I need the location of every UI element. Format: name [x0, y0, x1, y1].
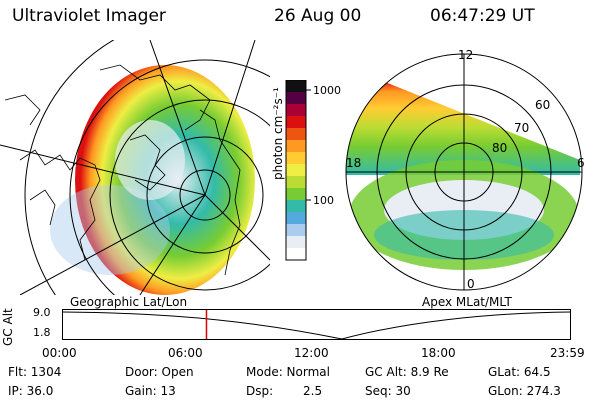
orbit-altitude-plot [62, 309, 571, 340]
date: 26 Aug 00 [274, 6, 362, 26]
colorbar-stripe [286, 164, 306, 177]
status-door: Door: Open [125, 365, 194, 379]
colorbar-stripe [286, 152, 306, 165]
colorbar-stripe [286, 104, 306, 117]
colorbar-stripe [286, 236, 306, 249]
coastlines [4, 64, 241, 276]
mlat-label-80: 80 [492, 141, 508, 155]
orbit-altitude-curve [62, 311, 571, 340]
orbit-y-tick-1.8: 1.8 [33, 326, 51, 339]
colorbar-tick-1000: 1000 [313, 84, 341, 97]
orbit-x-tick-0600: 06:00 [168, 346, 203, 360]
colorbar-stripe [286, 92, 306, 105]
orbit-x-tick-2359: 23:59 [550, 346, 585, 360]
mlt-label-18: 18 [346, 156, 362, 170]
status-ip: IP: 36.0 [8, 384, 54, 398]
status-glon: GLon: 274.3 [488, 384, 561, 398]
right-panel-caption: Apex MLat/MLT [422, 295, 512, 309]
colorbar-stripe [286, 200, 306, 213]
mlat-grid [345, 53, 583, 291]
status-dsp-label: Dsp: [246, 384, 274, 398]
mlt-label-12: 12 [458, 48, 474, 62]
colorbar-tick-100: 100 [313, 194, 334, 207]
status-seq: Seq: 30 [365, 384, 411, 398]
orbit-x-tick-1200: 12:00 [294, 346, 329, 360]
mlat-label-70: 70 [514, 121, 530, 135]
mlt-label-0: 0 [467, 277, 475, 291]
title: Ultraviolet Imager [12, 6, 166, 26]
orbit-y-axis-label: GC Alt [1, 308, 15, 346]
orbit-x-tick-1800: 18:00 [421, 346, 456, 360]
colorbar-stripe [286, 188, 306, 201]
colorbar-stripe [286, 212, 306, 225]
orbit-y-tick-9: 9.0 [33, 306, 51, 319]
colorbar-stripe [286, 176, 306, 189]
colorbar-unit-label: photon cm⁻²s⁻¹ [271, 87, 285, 180]
status-glat: GLat: 64.5 [488, 365, 551, 379]
magnetic-polar-image [345, 53, 583, 291]
colorbar-stripe [286, 116, 306, 129]
status-dsp-value: 2.5 [303, 384, 323, 398]
status-flt: Flt: 1304 [8, 365, 62, 379]
orbit-x-tick-0000: 00:00 [42, 346, 77, 360]
colorbar-stripe [286, 140, 306, 153]
colorbar-stripe [286, 224, 306, 237]
time: 06:47:29 UT [430, 6, 535, 26]
mlat-label-60: 60 [535, 98, 551, 112]
geographic-aurora-image [0, 40, 270, 295]
status-gain: Gain: 13 [125, 384, 176, 398]
colorbar [285, 80, 311, 261]
mlt-label-6: 6 [577, 156, 585, 170]
colorbar-stripe [286, 128, 306, 141]
status-mode: Mode: Normal [246, 365, 330, 379]
status-gc-alt: GC Alt: 8.9 Re [365, 365, 449, 379]
colorbar-stripe [286, 248, 306, 261]
lat-lon-grid [0, 40, 270, 295]
left-panel-caption: Geographic Lat/Lon [70, 295, 188, 309]
aurora-dayside-region [346, 80, 580, 175]
colorbar-stripe [286, 80, 306, 93]
